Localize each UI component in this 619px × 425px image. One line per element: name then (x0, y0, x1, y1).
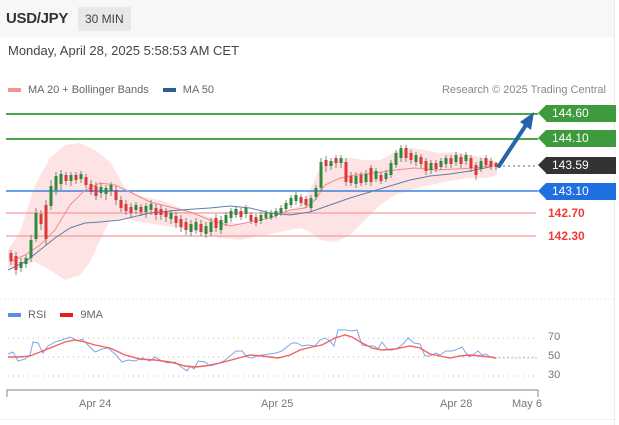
legend-label: MA 50 (182, 84, 214, 96)
rsi-axis-70: 70 (548, 331, 561, 343)
ma20-line (9, 164, 493, 263)
resistance2-tag: 144.60 (538, 105, 616, 122)
x-axis-line (6, 389, 539, 397)
timestamp: Monday, April 28, 2025 5:58:53 AM CET (8, 43, 240, 58)
rsi-legend: RSI 9MA (8, 309, 117, 321)
chart-header: USD/JPY 30 MIN (0, 0, 614, 37)
main-legend: MA 20 + Bollinger Bands MA 50 (8, 84, 228, 96)
legend-item-ma20: MA 20 + Bollinger Bands (8, 84, 149, 96)
ma50-swatch-icon (162, 88, 176, 92)
rsi-axis-50: 50 (548, 350, 561, 362)
current-price-tag: 143.59 (538, 157, 616, 174)
rsi-axis-30: 30 (548, 369, 561, 381)
legend-item-9ma: 9MA (60, 309, 103, 321)
x-label-may6: May 6 (512, 398, 542, 410)
legend-label: MA 20 + Bollinger Bands (28, 84, 149, 96)
legend-label: RSI (28, 309, 47, 321)
credit-text: Research © 2025 Trading Central (441, 84, 606, 96)
candlesticks (9, 145, 498, 275)
ma50-line (7, 166, 491, 271)
support1-label: 142.70 (548, 206, 585, 220)
rsi-line (7, 329, 496, 372)
legend-item-ma50: MA 50 (162, 84, 214, 96)
symbol-label: USD/JPY (6, 10, 69, 27)
bottom-border (0, 419, 614, 420)
right-border (614, 0, 615, 425)
legend-item-rsi: RSI (8, 309, 46, 321)
x-label-apr28: Apr 28 (440, 398, 473, 410)
x-label-apr25: Apr 25 (261, 398, 294, 410)
timeframe-button[interactable]: 30 MIN (78, 7, 131, 31)
rsi-swatch-icon (8, 313, 21, 317)
rsi-9ma-line (8, 334, 497, 368)
ma20-swatch-icon (8, 88, 21, 92)
bullish-arrow-icon (497, 112, 534, 168)
pivot-tag: 143.10 (538, 183, 616, 200)
9ma-swatch-icon (60, 313, 74, 317)
support2-label: 142.30 (548, 229, 585, 243)
legend-label: 9MA (80, 309, 103, 321)
x-label-apr24: Apr 24 (79, 398, 112, 410)
bollinger-band (8, 143, 497, 280)
resistance1-tag: 144.10 (538, 130, 616, 147)
